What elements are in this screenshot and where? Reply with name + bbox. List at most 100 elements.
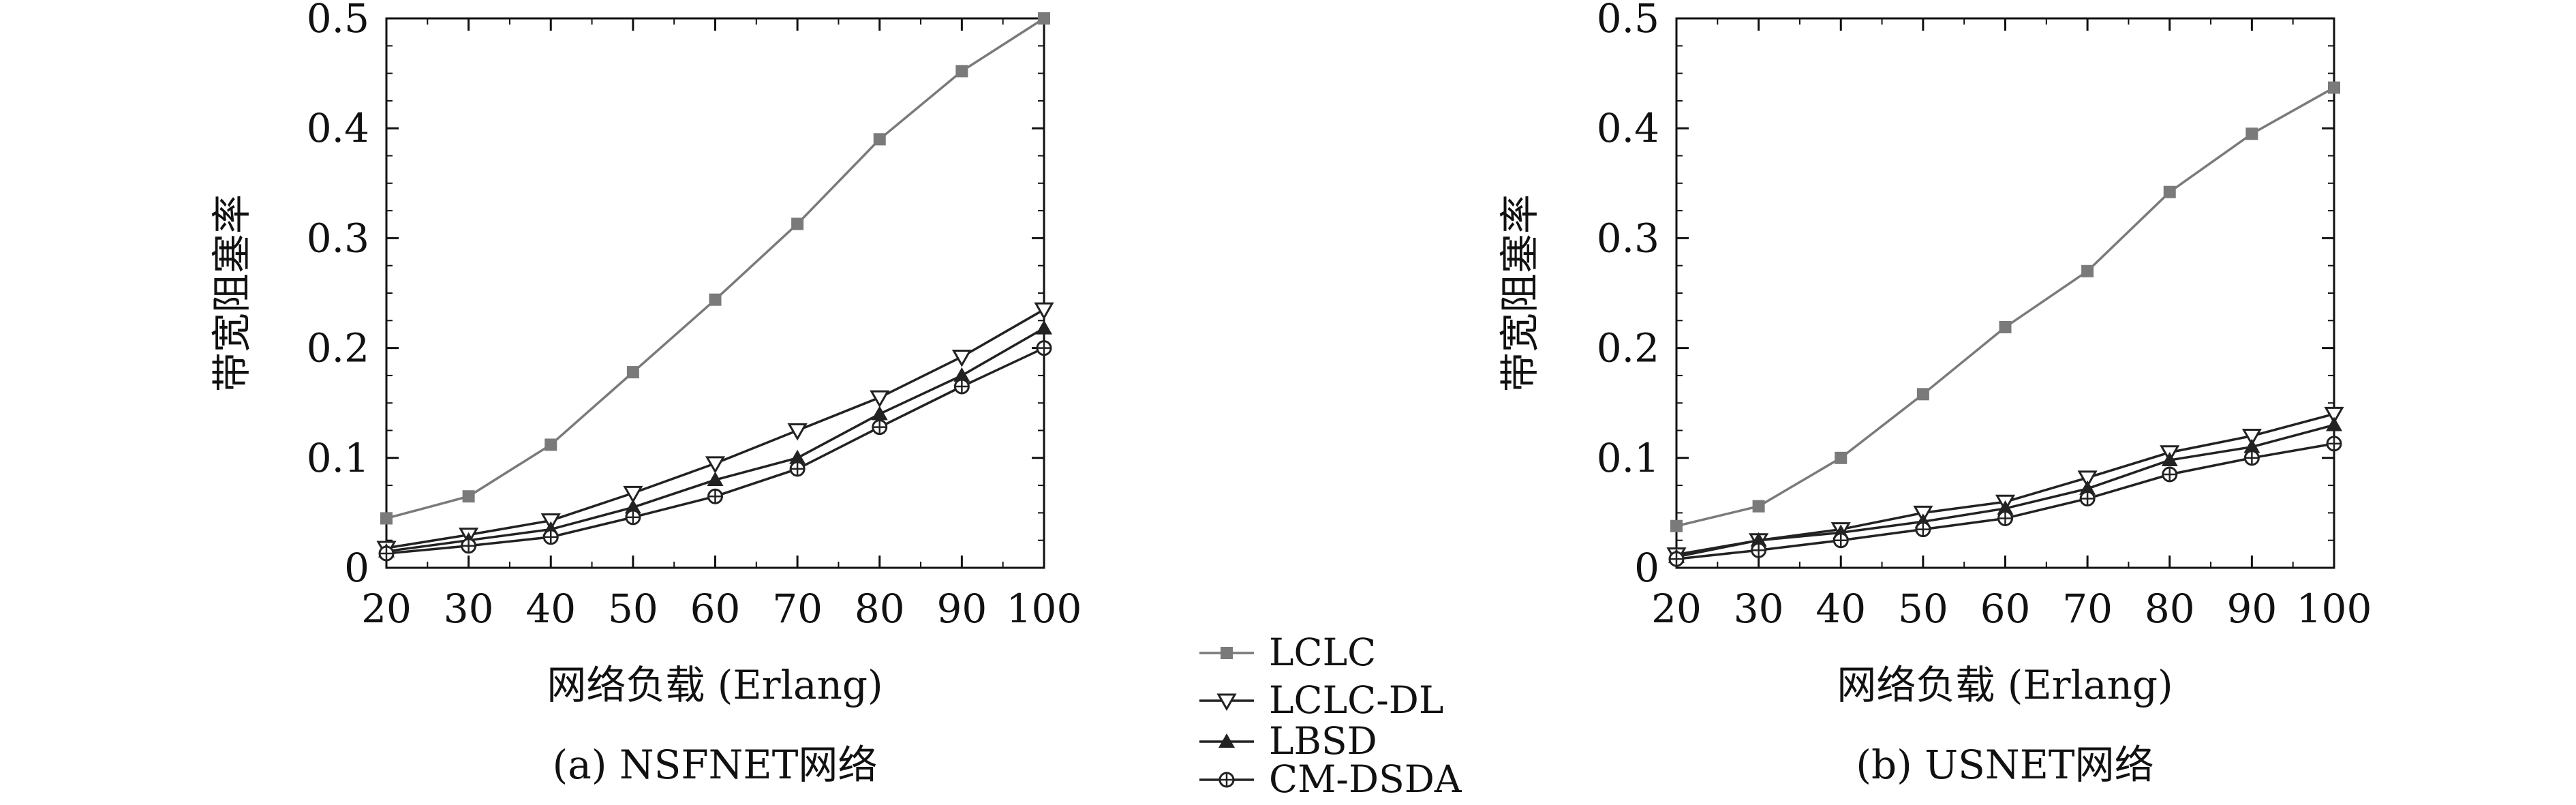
data-point-lclc — [1916, 388, 1929, 401]
data-point-cm-dsda — [461, 538, 477, 554]
y-tick-label: 0.3 — [307, 215, 369, 261]
series-line-lclc-dl — [386, 308, 1045, 549]
x-tick-label: 100 — [1007, 586, 1082, 632]
axis-ticks: 20 30 40 50 60 70 80 90 100 0 0.1 0.2 0.3 0.4 0.5 — [1597, 0, 2372, 632]
data-point-cm-dsda — [378, 545, 395, 562]
data-point-cm-dsda — [1915, 521, 1931, 538]
data-point-cm-dsda — [2079, 490, 2096, 506]
series-lclc — [1670, 81, 2340, 532]
x-tick-label: 90 — [2226, 586, 2277, 632]
series-lbsd — [378, 320, 1052, 558]
y-tick-label: 0.5 — [1597, 0, 1659, 42]
y-tick-label: 0.4 — [1597, 105, 1659, 151]
legend-label-lbsd: LBSD — [1269, 719, 1377, 763]
data-point-cm-dsda — [1833, 532, 1849, 549]
y-tick-label: 0.5 — [307, 0, 369, 42]
series-layer — [1666, 81, 2344, 567]
legend-label-lclc-dl: LCLC-DL — [1269, 678, 1443, 722]
data-point-lbsd — [871, 406, 888, 421]
data-point-lclc-dl — [951, 349, 972, 367]
data-point-lbsd — [1036, 320, 1052, 335]
series-lclc-dl — [376, 302, 1054, 559]
plot-frame — [1675, 17, 2335, 569]
legend-item-lclc-dl: LCLC-DL — [1199, 678, 1443, 722]
data-point-lclc-dl — [705, 456, 726, 474]
y-tick-label: 0 — [1634, 545, 1659, 591]
data-point-lbsd — [2161, 452, 2178, 467]
legend-marker-lclc — [1199, 647, 1254, 659]
data-point-lclc-dl — [2324, 406, 2344, 425]
x-tick-label: 30 — [444, 586, 494, 632]
data-point-lbsd — [1997, 500, 2014, 515]
data-point-lclc — [709, 293, 722, 306]
legend-label-cm-dsda: CM-DSDA — [1269, 757, 1462, 801]
data-point-cm-dsda — [1751, 542, 1767, 558]
data-point-lclc — [462, 490, 475, 503]
data-point-lclc — [545, 438, 557, 451]
legend-marker-cm-dsda — [1199, 772, 1254, 788]
data-point-lclc-dl — [623, 485, 643, 504]
data-point-lclc — [955, 65, 968, 78]
legend-marker-lclc-dl — [1199, 693, 1254, 712]
x-axis-label: 网络负载 (Erlang) — [1837, 662, 2173, 708]
x-tick-label: 30 — [1734, 586, 1784, 632]
data-point-lclc — [1038, 12, 1050, 25]
x-tick-label: 80 — [855, 586, 905, 632]
series-cm-dsda — [1668, 436, 2342, 567]
x-tick-label: 50 — [1898, 586, 1948, 632]
data-point-lclc — [2081, 264, 2094, 277]
x-tick-label: 20 — [1651, 586, 1702, 632]
series-line-cm-dsda — [386, 347, 1045, 555]
series-layer — [376, 12, 1054, 562]
data-point-lclc — [791, 217, 804, 230]
y-tick-label: 0 — [344, 545, 369, 591]
data-point-cm-dsda — [789, 461, 806, 477]
legend: LCLC LCLC-DL LBSD CM-DSDA — [1199, 631, 1462, 801]
data-point-lclc-dl — [2241, 429, 2262, 446]
legend-symbol — [1216, 693, 1237, 712]
data-point-lclc-dl — [1034, 302, 1054, 320]
legend-marker-lbsd — [1199, 733, 1254, 748]
series-line-lclc — [386, 17, 1045, 520]
y-tick-label: 0.2 — [1597, 325, 1659, 371]
data-point-lbsd — [707, 472, 724, 487]
x-tick-label: 70 — [2062, 586, 2113, 632]
series-line-lclc-dl — [1676, 412, 2335, 556]
y-tick-label: 0.1 — [1597, 435, 1659, 481]
chart-panel-nsfnet: 20 30 40 50 60 70 80 90 100 0 0.1 0.2 0.3 0.4 0.5 带宽阻塞… — [209, 0, 1082, 788]
legend-item-cm-dsda: CM-DSDA — [1199, 757, 1462, 801]
legend-label-lclc: LCLC — [1269, 631, 1376, 674]
x-tick-label: 20 — [361, 586, 412, 632]
data-point-lclc — [2328, 81, 2340, 94]
data-point-lclc — [2163, 185, 2176, 198]
panel-caption: (b) USNET网络 — [1856, 742, 2153, 788]
data-point-lbsd — [1750, 532, 1767, 547]
data-point-lclc-dl — [2077, 470, 2098, 488]
legend-symbol — [1221, 647, 1233, 659]
chart-panel-usnet: 20 30 40 50 60 70 80 90 100 0 0.1 0.2 0.3 0.4 0.5 带宽阻塞… — [1497, 0, 2372, 788]
legend-item-lclc: LCLC — [1199, 631, 1376, 674]
x-tick-label: 90 — [936, 586, 987, 632]
data-point-lclc-dl — [787, 423, 808, 441]
data-point-lclc-dl — [870, 390, 890, 408]
y-tick-label: 0.4 — [307, 105, 369, 151]
panel-caption: (a) NSFNET网络 — [553, 742, 878, 788]
data-point-lclc — [626, 366, 639, 379]
data-point-cm-dsda — [542, 529, 559, 545]
x-tick-label: 50 — [608, 586, 658, 632]
y-tick-label: 0.3 — [1597, 215, 1659, 261]
x-tick-label: 80 — [2145, 586, 2195, 632]
data-point-cm-dsda — [2243, 450, 2260, 466]
y-axis-label: 带宽阻塞率 — [1497, 194, 1543, 392]
data-point-lclc — [873, 133, 886, 146]
data-point-lclc — [2245, 127, 2258, 140]
data-point-lbsd — [2243, 438, 2260, 453]
data-point-cm-dsda — [872, 419, 888, 436]
y-axis-label: 带宽阻塞率 — [209, 194, 255, 392]
series-cm-dsda — [378, 340, 1052, 562]
y-tick-label: 0.2 — [307, 325, 369, 371]
data-point-cm-dsda — [2162, 466, 2178, 483]
series-line-lbsd — [386, 327, 1045, 553]
data-point-cm-dsda — [2326, 436, 2342, 452]
x-axis-label: 网络负载 (Erlang) — [547, 662, 883, 708]
